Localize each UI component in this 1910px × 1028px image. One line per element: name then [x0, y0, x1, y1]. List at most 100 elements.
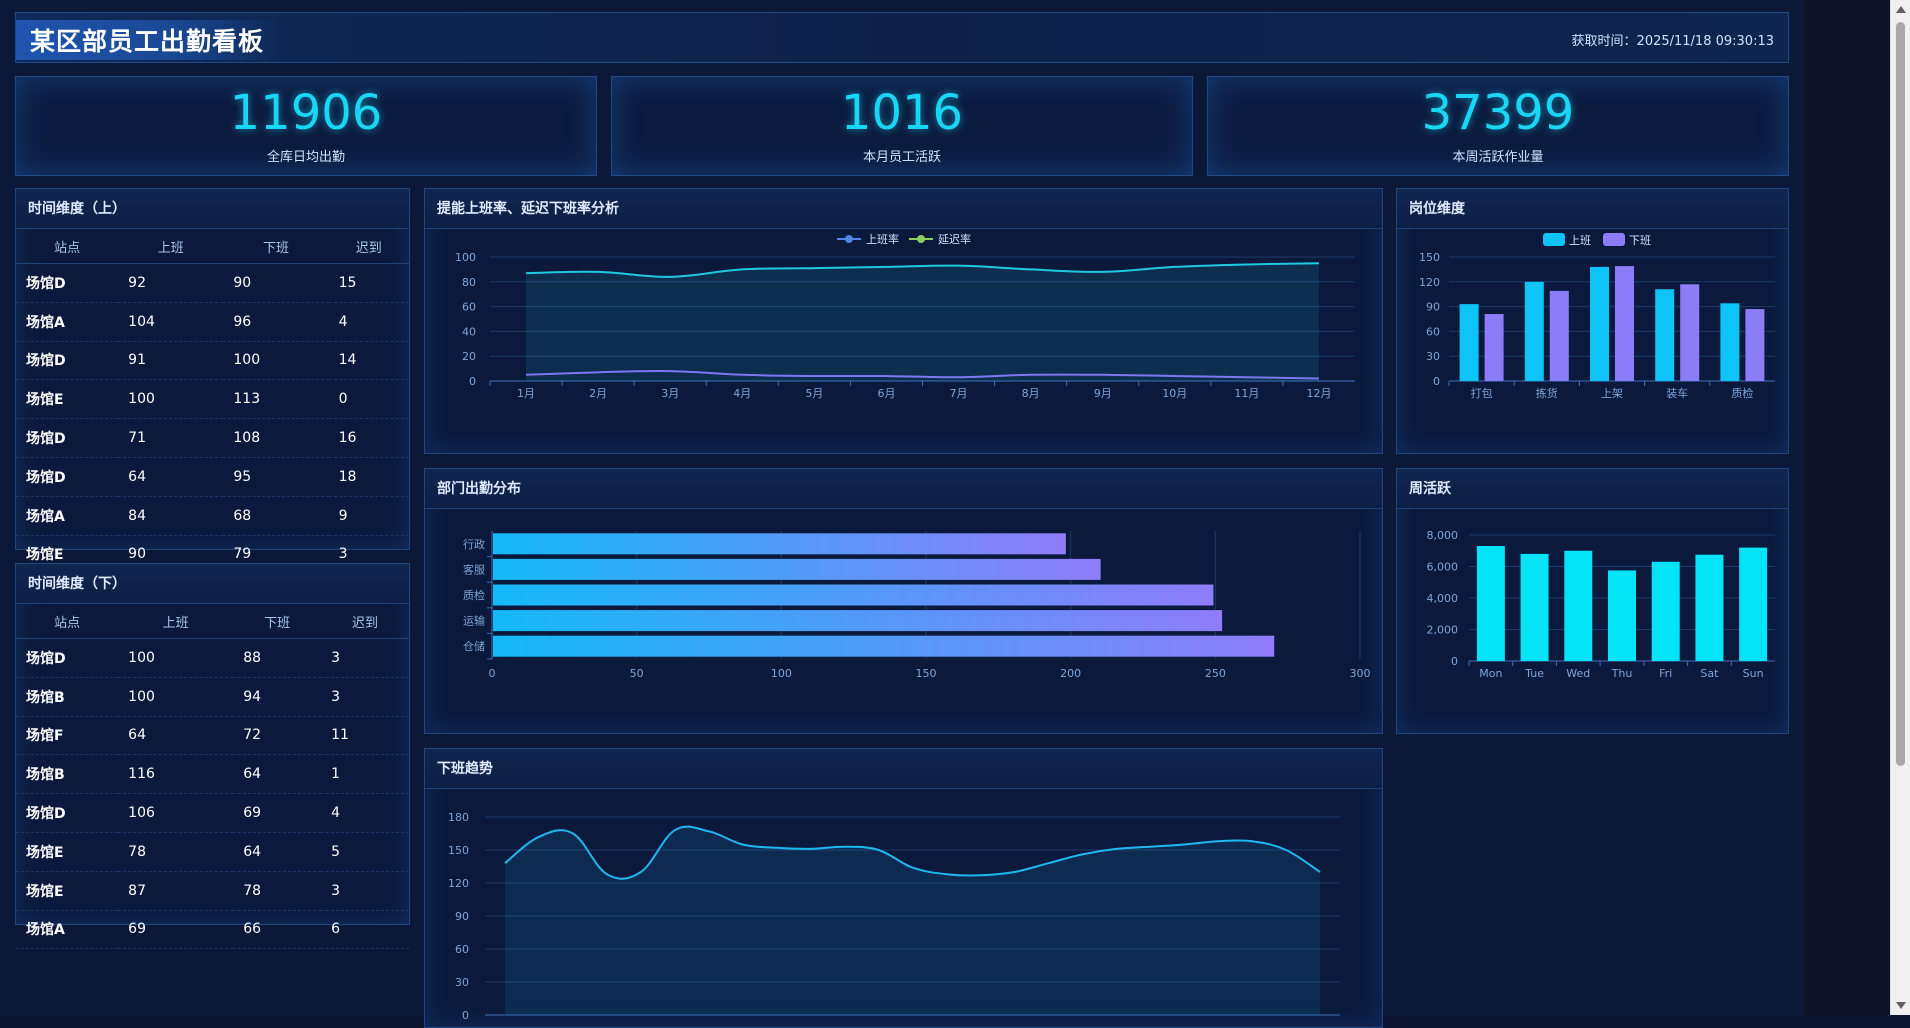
y-tick-label: 0 [462, 1009, 469, 1019]
x-tick-label: 2月 [589, 387, 607, 400]
value-cell: 87 [118, 871, 234, 911]
trend-chart-panel: 下班趋势 0 30 60 90 120 150 180 [424, 748, 1383, 1028]
site-cell: 场馆D [16, 793, 119, 833]
panel-title: 部门出勤分布 [425, 469, 1382, 509]
site-cell: 场馆A [16, 496, 119, 536]
legend-item: 下班 [1629, 234, 1651, 247]
x-tick-label: 250 [1205, 667, 1226, 680]
site-cell: 场馆B [16, 754, 119, 795]
x-tick-label: Tue [1524, 667, 1544, 680]
x-tick-label: 12月 [1306, 387, 1331, 400]
bar-day [1739, 547, 1768, 661]
site-cell: 场馆A [16, 302, 119, 342]
y-tick-label: 60 [462, 301, 476, 314]
column-header: 下班 [223, 229, 329, 264]
y-tick-label: 运输 [463, 614, 485, 628]
stat-value: 37399 [1421, 85, 1575, 141]
value-cell: 88 [233, 638, 322, 678]
value-cell: 100 [118, 677, 234, 717]
site-cell: 场馆E [16, 379, 119, 420]
site-cell: 场馆D [16, 638, 119, 678]
legend-marker [1543, 233, 1565, 246]
stat-value: 11906 [229, 85, 383, 141]
value-cell: 5 [321, 832, 409, 872]
x-tick-label: Fri [1659, 667, 1672, 680]
series-area [526, 263, 1319, 381]
value-cell: 92 [118, 263, 224, 303]
legend-item: 上班 [1569, 234, 1591, 247]
table-panel-bottom: 时间维度（下） 站点 上班 下班 迟到 场馆D 100 88 3 场馆B 100 94 3 场馆… [15, 563, 410, 950]
bar-on-duty [1524, 281, 1544, 381]
table-row: 场馆E 87 78 3 [16, 871, 409, 911]
value-cell: 68 [223, 496, 329, 536]
value-cell: 108 [223, 418, 329, 458]
x-tick-label: 5月 [805, 387, 823, 400]
site-cell: 场馆B [16, 677, 119, 717]
column-header: 站点 [16, 604, 119, 639]
value-cell: 4 [321, 793, 409, 833]
value-cell: 95 [223, 457, 329, 497]
bar-day [1564, 550, 1593, 661]
bar-off-duty [1549, 290, 1569, 381]
value-cell: 6 [321, 910, 409, 950]
panel-title: 时间维度（上） [16, 189, 409, 229]
x-tick-label: 50 [630, 667, 644, 680]
x-tick-label: 3月 [661, 387, 679, 400]
value-cell: 100 [118, 638, 234, 678]
site-cell: 场馆E [16, 832, 119, 872]
column-header: 上班 [118, 604, 234, 639]
value-cell: 64 [118, 457, 224, 497]
column-header: 站点 [16, 229, 119, 264]
stat-label: 本周活跃作业量 [1452, 150, 1544, 165]
table-header-row: 站点 上班 下班 迟到 [16, 604, 409, 639]
column-header: 迟到 [321, 604, 409, 639]
dept-chart-panel: 部门出勤分布 0 50 100 150 200 250 300 仓储 运输 质检 客服 行政 [424, 468, 1383, 734]
x-tick-label: 10月 [1162, 387, 1187, 400]
panel-title: 周活跃 [1397, 469, 1788, 509]
table-row: 场馆E 78 64 5 [16, 832, 409, 872]
bar-dept [493, 533, 1066, 555]
trend-area-chart: 0 30 60 90 120 150 180 [448, 811, 1340, 1019]
x-tick-label: 装车 [1666, 386, 1688, 400]
y-tick-label: 150 [448, 844, 469, 857]
bar-dept [493, 635, 1275, 657]
table-row: 场馆E 100 113 0 [16, 379, 409, 420]
site-cell: 场馆A [16, 910, 119, 950]
value-cell: 84 [118, 496, 224, 536]
dashboard: 某区部员工出勤看板 获取时间：2025/11/18 09:30:13 11906… [15, 12, 1789, 1028]
y-tick-label: 30 [1426, 350, 1440, 363]
value-cell: 104 [118, 302, 224, 342]
x-tick-label: 200 [1060, 667, 1081, 680]
y-tick-label: 2,000 [1427, 624, 1459, 637]
vertical-scrollbar[interactable] [1890, 0, 1910, 1015]
table-header-row: 站点 上班 下班 迟到 [16, 229, 409, 264]
y-tick-label: 仓储 [463, 639, 485, 653]
attendance-table-top: 站点 上班 下班 迟到 场馆D 92 90 15 场馆A 104 96 4 场馆D 91 100 14… [16, 229, 409, 575]
y-tick-label: 0 [1433, 375, 1440, 388]
rate-line-chart: 上班率 延迟率 0 20 40 60 80 100 1月 2月 3月 4月 5月 6月 7月 8月 9月 10… [455, 232, 1355, 400]
x-tick-label: 质检 [1731, 386, 1753, 400]
bar-off-duty [1745, 309, 1765, 381]
x-tick-label: 100 [771, 667, 792, 680]
table-row: 场馆A 104 96 4 [16, 302, 409, 342]
site-cell: 场馆D [16, 418, 119, 458]
legend-item: 延迟率 [938, 232, 971, 246]
y-tick-label: 客服 [463, 562, 485, 576]
value-cell: 3 [321, 638, 409, 678]
y-tick-label: 4,000 [1427, 592, 1459, 605]
y-tick-label: 60 [1426, 325, 1440, 338]
scrollbar-thumb[interactable] [1896, 22, 1905, 766]
scroll-down-arrow-icon[interactable] [1896, 1002, 1906, 1009]
x-tick-label: 上架 [1601, 387, 1623, 400]
x-tick-label: 11月 [1234, 387, 1259, 400]
stat-label: 本月员工活跃 [862, 150, 941, 165]
header-bar: 某区部员工出勤看板 获取时间：2025/11/18 09:30:13 [15, 12, 1789, 63]
y-tick-label: 0 [469, 375, 476, 388]
scroll-up-arrow-icon[interactable] [1896, 6, 1906, 13]
panel-title: 岗位维度 [1397, 189, 1788, 229]
y-tick-label: 100 [455, 251, 476, 264]
week-bar-chart: 0 2,000 4,000 6,000 8,000 Mon Tue Wed Thu Fri Sat S… [1427, 529, 1775, 680]
value-cell: 18 [328, 457, 409, 497]
column-header: 下班 [233, 604, 322, 639]
x-tick-label: 6月 [877, 387, 895, 400]
